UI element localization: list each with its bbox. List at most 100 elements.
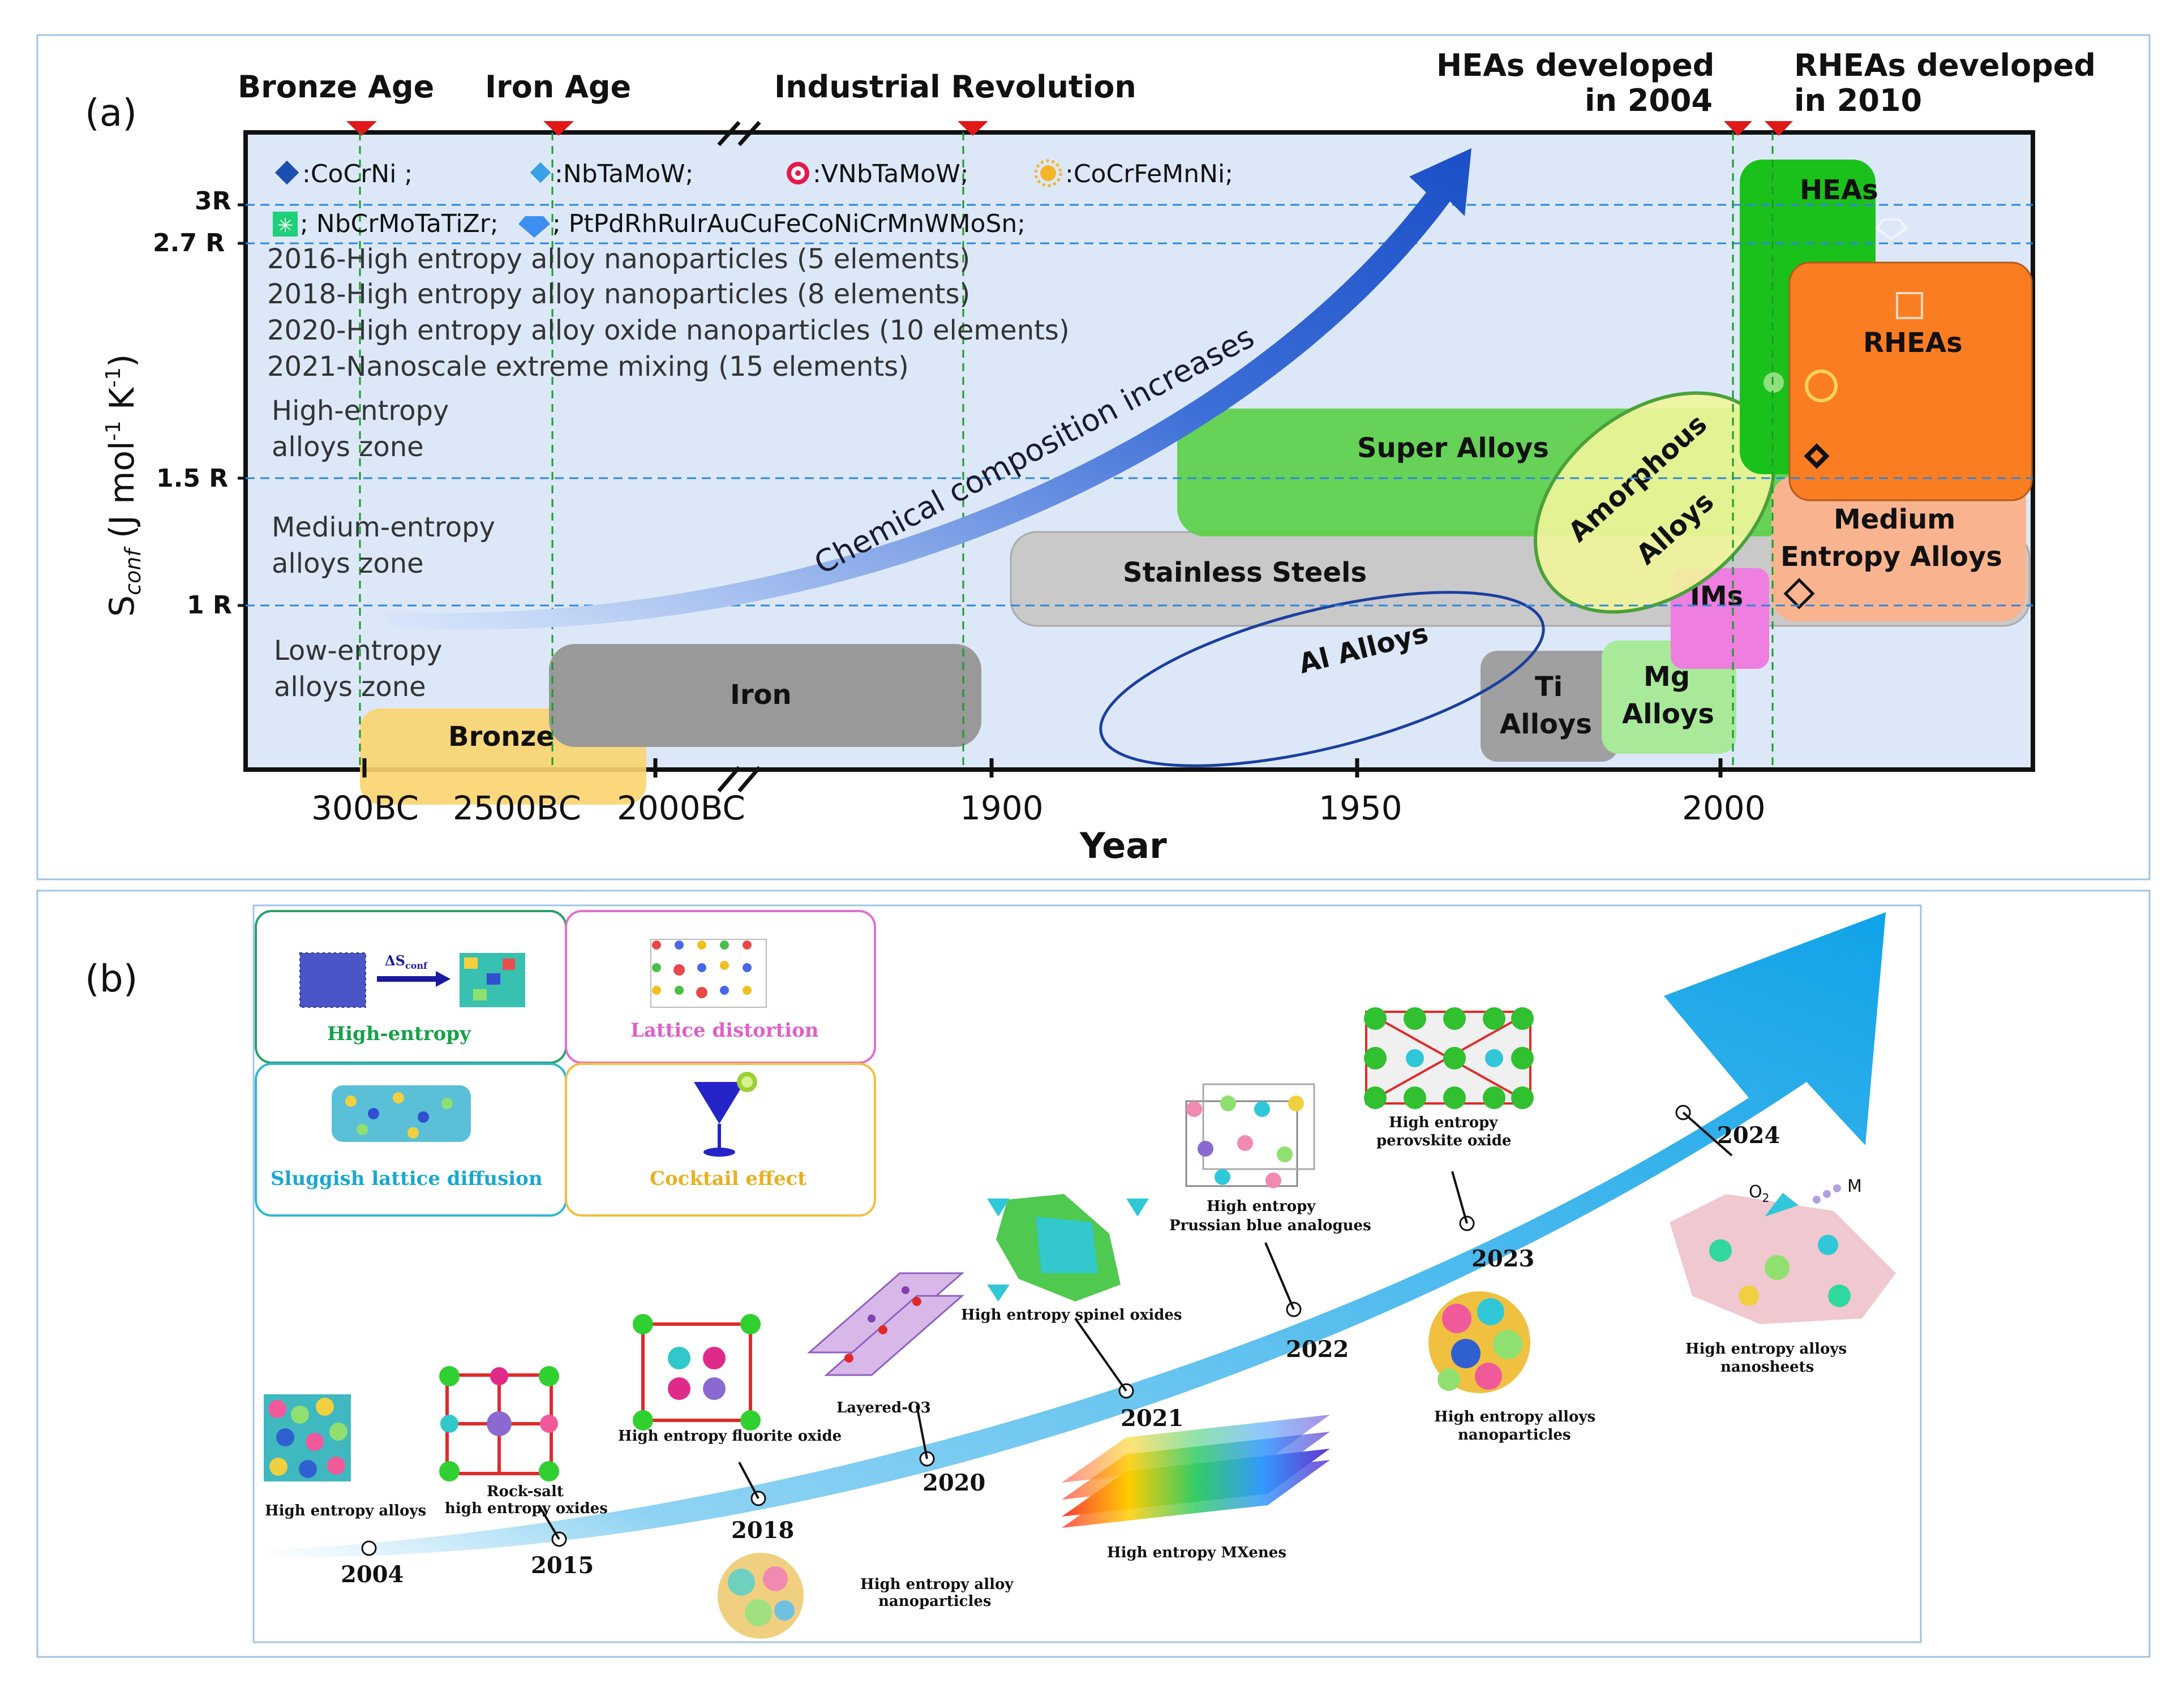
ellipse-al-alloys — [1099, 591, 1545, 767]
pt-family-gem-icon — [518, 216, 550, 238]
diamond-outline-icon — [1783, 578, 1815, 609]
mat-nanosheets-1: High entropy alloys — [1685, 1341, 1847, 1358]
composition-arrow — [385, 148, 1471, 630]
era-bronze-age: Bronze Age — [238, 69, 434, 105]
node-2004 — [361, 1540, 377, 1556]
rock-salt-icon — [439, 1366, 559, 1481]
timeline-connectors — [538, 1111, 1733, 1540]
feature-lattice-distortion: Lattice distortion — [630, 1019, 819, 1042]
fluorite-icon — [633, 1314, 761, 1431]
hea-cube-icon — [264, 1394, 351, 1481]
mat-alloy-np-2: nanoparticles — [878, 1593, 992, 1610]
label-super-alloys: Super Alloys — [1357, 432, 1549, 464]
mat-fluorite: High entropy fluorite oxide — [618, 1428, 842, 1445]
axis-break-top-2 — [737, 121, 761, 147]
year-2021: 2021 — [1121, 1405, 1183, 1432]
feature-sluggish-diffusion: Sluggish lattice diffusion — [271, 1167, 543, 1190]
mat-hea: High entropy alloys — [265, 1502, 426, 1519]
mat-hea-np-2: nanoparticles — [1458, 1427, 1571, 1444]
zone-high-1: High-entropy — [272, 395, 449, 427]
nbtamow-icon — [530, 162, 551, 183]
entropy-arrow-head — [436, 971, 450, 987]
label-bronze: Bronze — [448, 721, 555, 753]
box-ti-alloys — [1481, 651, 1619, 762]
mat-perovskite-2: perovskite oxide — [1376, 1132, 1511, 1149]
xtick-2000bc: 2000BC — [617, 789, 745, 827]
era-iron-age: Iron Age — [485, 69, 631, 105]
mat-o2-label: O2 — [1749, 1182, 1769, 1205]
mat-spinel: High entropy spinel oxides — [961, 1307, 1182, 1324]
label-ti-1: Ti — [1535, 671, 1563, 703]
label-mea-1: Medium — [1834, 504, 1955, 535]
box-ims — [1671, 568, 1769, 669]
vnbtamow-target-icon — [787, 162, 809, 184]
cocrfemnni-sun-icon — [1034, 159, 1062, 187]
mat-layered-o3: Layered-O3 — [836, 1399, 931, 1416]
year-2018: 2018 — [731, 1517, 794, 1544]
mat-alloy-np-1: High entropy alloy — [860, 1576, 1014, 1593]
legend-vnbtamow: :VNbTaMoW; — [813, 160, 969, 188]
year-2020: 2020 — [922, 1470, 985, 1496]
random-lattice-icon — [460, 953, 525, 1007]
ytick-1r: 1 R — [187, 591, 232, 620]
era-industrial-revolution: Industrial Revolution — [774, 69, 1136, 105]
zone-high-2: alloys zone — [272, 431, 424, 463]
zone-medium-2: alloys zone — [272, 548, 424, 579]
era-rheas-line1: RHEAs developed — [1794, 48, 2096, 83]
pt-family-faded-icon — [1875, 218, 1908, 240]
spinel-icon — [987, 1194, 1149, 1302]
box-rheas — [1788, 261, 2033, 501]
ytick-2-7r: 2.7 R — [153, 229, 225, 257]
legend-nbtamow: :NbTaMoW; — [555, 160, 693, 188]
label-mea-2: Entropy Alloys — [1780, 541, 2002, 573]
axis-break-bottom-1 — [717, 766, 741, 793]
ytick-3r: 3R — [195, 187, 231, 216]
sluggish-lattice-icon — [332, 1085, 471, 1142]
year-2024: 2024 — [1717, 1122, 1780, 1149]
label-rheas: RHEAs — [1863, 327, 1963, 359]
nbtamow-grid-icon — [1804, 443, 1830, 469]
year-2004: 2004 — [341, 1561, 404, 1588]
label-ims: IMs — [1690, 581, 1743, 612]
xtick-2500bc: 2500BC — [453, 789, 581, 827]
mat-mxene: High entropy MXenes — [1107, 1544, 1286, 1561]
zone-medium-1: Medium-entropy — [272, 512, 495, 543]
milestone-2018: 2018-High entropy alloy nanoparticles (8… — [267, 278, 970, 310]
mxene-sheets-icon — [1062, 1415, 1330, 1528]
cocktail-glass-icon — [694, 1072, 757, 1157]
perovskite-icon — [1364, 1007, 1534, 1109]
legend-cocrfemnni: :CoCrFeMnNi; — [1065, 160, 1233, 188]
mat-nanosheets-2: nanosheets — [1720, 1359, 1814, 1376]
box-iron — [549, 644, 981, 747]
xtick-2000: 2000 — [1682, 789, 1766, 827]
cocrfemnni-faded-icon — [1763, 372, 1784, 393]
year-2022: 2022 — [1286, 1336, 1349, 1363]
xtick-1950: 1950 — [1319, 789, 1402, 827]
alloy-nanoparticle-icon — [718, 1553, 804, 1639]
milestone-2016: 2016-High entropy alloy nanoparticles (5… — [267, 243, 970, 275]
era-heas-line2: in 2004 — [1585, 83, 1713, 118]
svg-text:✳: ✳ — [277, 214, 294, 237]
mat-prussian-1: High entropy — [1207, 1198, 1316, 1215]
vnbtamow-faded-icon — [1805, 370, 1838, 402]
label-stainless-steels: Stainless Steels — [1123, 557, 1367, 589]
mat-rock-salt-1: Rock-salt — [487, 1483, 564, 1500]
axis-break-bottom-2 — [737, 766, 761, 793]
marker-iron — [543, 121, 574, 136]
milestone-2020: 2020-High entropy alloy oxide nanopartic… — [267, 315, 1070, 346]
legend-nbcrmotatizr: ; NbCrMoTaTiZr; — [300, 209, 499, 238]
zone-low-1: Low-entropy — [274, 635, 443, 667]
legend-cocrni: :CoCrNi ; — [302, 160, 413, 188]
legend-pt-family: ; PtPdRhRuIrAuCuFeCoNiCrMnWMoSn; — [552, 209, 1026, 238]
mat-hea-np-1: High entropy alloys — [1434, 1408, 1595, 1425]
year-2015: 2015 — [531, 1552, 594, 1579]
xtick-1900: 1900 — [960, 789, 1044, 827]
year-2023: 2023 — [1471, 1245, 1534, 1272]
x-axis: 300BC 2500BC 2000BC 1900 1950 2000 — [311, 758, 1766, 827]
ytick-1-5r: 1.5 R — [156, 464, 228, 493]
mat-rock-salt-2: high entropy oxides — [445, 1500, 608, 1517]
delta-s-label: ΔSconf — [385, 952, 428, 971]
distorted-lattice-icon — [650, 939, 767, 1008]
x-axis-title: Year — [1079, 825, 1167, 866]
nbcrmotatizr-icon: ✳ — [273, 212, 298, 237]
